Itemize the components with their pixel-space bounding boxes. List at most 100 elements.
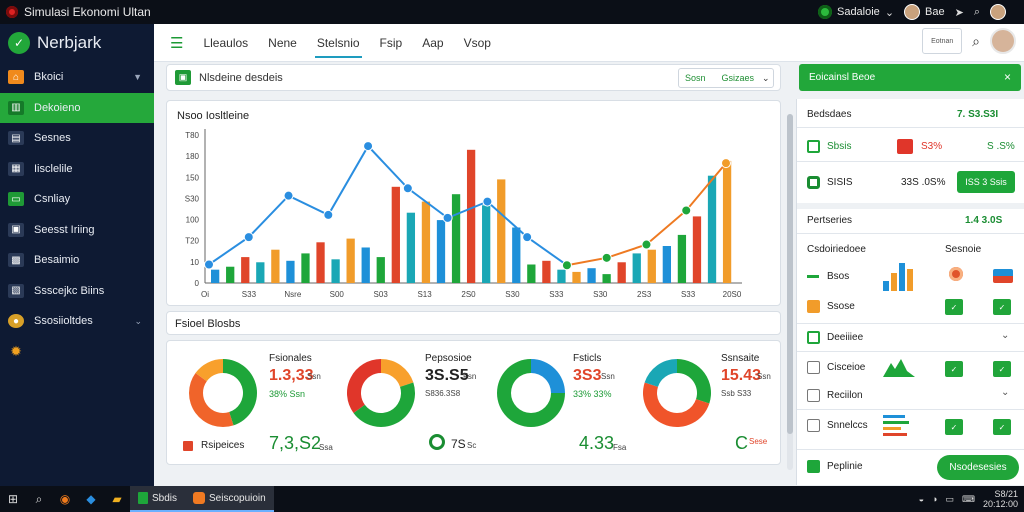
sidebar-item-4[interactable]: ▭ Csnliay (0, 184, 154, 215)
header-filter-button[interactable]: Sosn Gsizaes ⌄ (678, 68, 774, 88)
donut-footer-b: 4.33 (579, 433, 615, 453)
checkbox-icon[interactable] (807, 361, 820, 374)
sidebar-item-9[interactable]: ✹ (0, 337, 154, 368)
start-icon[interactable]: ⊞ (7, 492, 19, 506)
check-button[interactable]: ✓ (993, 361, 1011, 377)
sidebar-item-1[interactable]: ▥ Dekoieno (0, 92, 154, 123)
x-tick-label: S03 (374, 290, 389, 299)
tab-3[interactable]: Fsip (379, 35, 403, 50)
chart-bar (406, 212, 416, 283)
account-switcher[interactable]: Sadaloie ⌄ (817, 5, 894, 19)
checkbox-icon[interactable] (807, 389, 820, 402)
app-icon (193, 492, 206, 504)
chevron-down-icon[interactable]: ⌄ (1001, 330, 1010, 341)
brand-name: Nerbjark (37, 33, 102, 52)
chart-point (283, 190, 294, 201)
chart-bar (391, 186, 400, 283)
tab-2[interactable]: Stelsnio (307, 24, 370, 62)
donut-0-unit: Ssn (307, 372, 321, 381)
row-1-action-button[interactable]: ISS 3 Ssis (957, 171, 1015, 193)
taskbar-app-1[interactable]: Seiscopuioin (185, 486, 274, 512)
notifications-button[interactable]: Eotnan (922, 28, 963, 54)
network-icon[interactable]: ◒ (918, 494, 924, 504)
donut-slice (531, 359, 565, 393)
primary-action-button[interactable]: Nsodesesies (937, 455, 1019, 480)
x-tick-label: Nsre (284, 290, 301, 299)
donut-footer-total: 7,3,S2 (269, 433, 322, 453)
battery-icon[interactable]: ▭ (945, 493, 954, 504)
row-0-label: Sbsis (827, 141, 852, 152)
tab-0[interactable]: Lleaulos (203, 35, 249, 50)
profile-avatar[interactable] (990, 4, 1006, 20)
donut-1-label: Pepsosioe (425, 353, 472, 364)
y-tick-label: T80 (185, 131, 199, 140)
chart-bar (587, 268, 596, 283)
pin-icon[interactable]: ➤ (954, 6, 964, 19)
checkbox-checked-icon[interactable] (807, 460, 820, 473)
checkbox-icon[interactable] (807, 300, 820, 313)
profile-avatar[interactable] (990, 28, 1016, 54)
donut-slice (189, 373, 234, 427)
user-icon: ● (8, 314, 24, 329)
sidebar-brand[interactable]: ✓ Nerbjark (0, 24, 154, 62)
sidebar-item-8[interactable]: ● Ssosiioltdes ⌄ (0, 306, 154, 337)
tab-4[interactable]: Aap (422, 35, 444, 50)
tab-1[interactable]: Nene (268, 35, 297, 50)
x-tick-label: S13 (417, 290, 432, 299)
search-icon[interactable]: ⌕ (35, 491, 43, 506)
chart-bar (211, 269, 220, 283)
browser-icon[interactable]: ◉ (59, 492, 71, 506)
donut-chart-2 (497, 359, 565, 427)
check-button[interactable]: ✓ (993, 299, 1011, 315)
search-icon[interactable]: ⌕ (972, 32, 980, 49)
sidebar-item-0[interactable]: ⌂ Bkoici ▼ (0, 62, 154, 93)
list-item-5-label: Snnelccs (827, 420, 868, 431)
store-icon[interactable]: ◆ (86, 492, 96, 506)
folder-icon[interactable]: ▰ (112, 492, 122, 506)
divider (797, 351, 1024, 352)
badge-icon (949, 267, 963, 281)
close-icon[interactable]: × (1003, 70, 1011, 84)
checkbox-icon[interactable] (807, 331, 820, 344)
chart-bar (346, 238, 355, 283)
notifications-label: Eotnan (931, 37, 954, 45)
sidebar-item-7[interactable]: ▧ Ssscejkc Biins (0, 276, 154, 307)
keyboard-icon[interactable]: ⌨ (961, 493, 975, 504)
wallet-icon: ▭ (8, 192, 24, 207)
tab-5[interactable]: Vsop (463, 35, 491, 50)
chart-point (442, 212, 453, 223)
donut-2-sub: 33% 33% (573, 389, 612, 399)
check-button[interactable]: ✓ (945, 299, 963, 315)
volume-icon[interactable]: ◑ (932, 494, 938, 504)
donut-0-value: 1.3,33 (269, 367, 314, 384)
check-button[interactable]: ✓ (945, 419, 963, 435)
main-scrollbar-thumb[interactable] (787, 114, 793, 434)
check-button[interactable]: ✓ (945, 361, 963, 377)
user-menu[interactable]: Bae (904, 4, 945, 20)
chevron-down-icon[interactable]: ⌄ (1001, 387, 1010, 398)
window-titlebar: Simulasi Ekonomi Ultan Sadaloie ⌄ Bae ➤ … (0, 0, 1024, 24)
chart-bar (301, 253, 310, 283)
sidebar-item-5[interactable]: ▣ Seesst Iriing (0, 215, 154, 246)
sidebar-item-2[interactable]: ▤ Sesnes (0, 123, 154, 154)
taskbar-app-0[interactable]: Sbdis (130, 486, 186, 512)
report-icon: ▧ (8, 283, 24, 298)
check-button[interactable]: ✓ (993, 419, 1011, 435)
chart-point (601, 252, 612, 263)
checkbox-icon[interactable] (807, 419, 820, 432)
sidebar-item-6[interactable]: ▩ Besaimio (0, 245, 154, 276)
checkbox-icon[interactable] (807, 140, 820, 153)
main-scrollbar[interactable] (787, 114, 793, 470)
main-header-card: ▣ Nlsdeine desdeis Sosn Gsizaes ⌄ (166, 64, 781, 91)
dash-icon (807, 275, 819, 278)
sidebar-item-3[interactable]: ▦ Iisclelile (0, 154, 154, 185)
clock[interactable]: S8/21 20:12:00 (983, 489, 1018, 509)
donut-3-label: Ssnsaite (721, 353, 760, 364)
hamburger-menu-icon[interactable]: ☰ (170, 34, 184, 52)
x-tick-label: S30 (593, 290, 608, 299)
donut-footer-total-unit: Ssa (319, 443, 333, 452)
search-icon[interactable]: ⌕ (973, 5, 980, 18)
donut-3-value: 15.43 (721, 367, 762, 384)
grid-icon: ▦ (8, 161, 24, 176)
home-icon: ⌂ (8, 70, 24, 85)
